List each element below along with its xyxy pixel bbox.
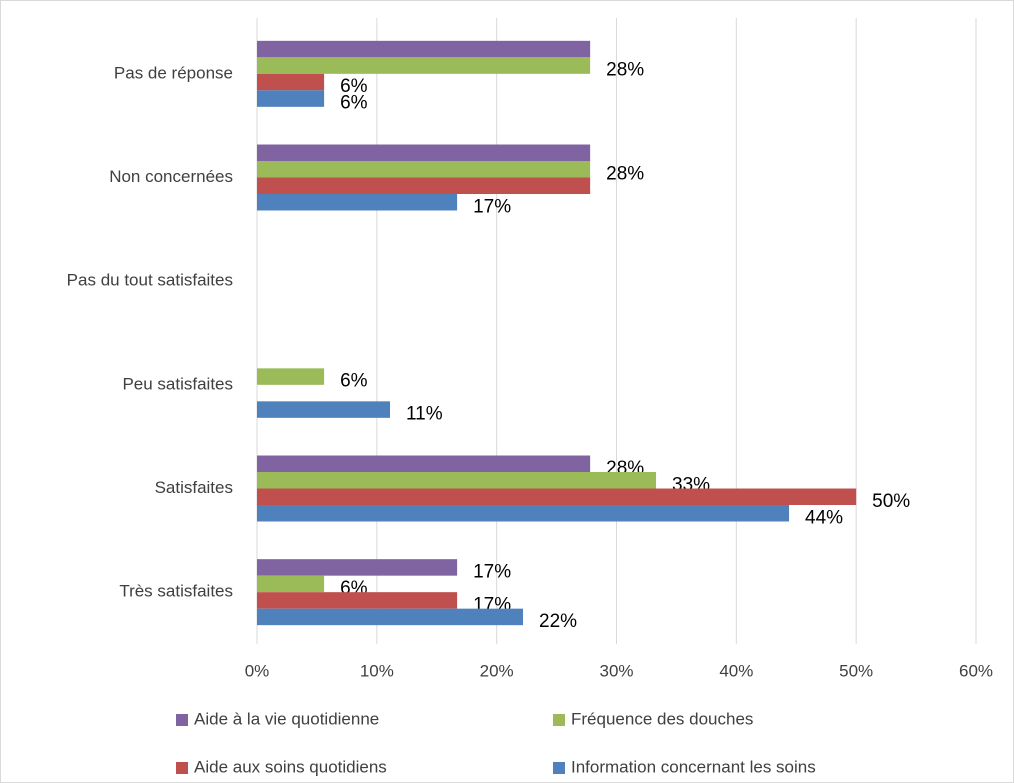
bar: [257, 505, 790, 522]
data-label: 44%: [805, 507, 843, 528]
data-label: 11%: [406, 404, 443, 425]
legend-label: Information concernant les soins: [571, 757, 816, 776]
category-label: Très satisfaites: [119, 582, 233, 601]
bar: [257, 368, 325, 385]
legend-swatch: [176, 714, 188, 726]
data-label: 50%: [872, 491, 910, 512]
legend-swatch: [176, 762, 188, 774]
data-label: 28%: [606, 163, 644, 184]
bar: [257, 194, 458, 211]
x-tick-label: 40%: [719, 661, 753, 680]
legend-swatch: [553, 714, 565, 726]
x-tick-label: 0%: [245, 661, 270, 680]
bar: [257, 472, 657, 489]
data-label: 17%: [473, 196, 511, 217]
x-tick-label: 20%: [480, 661, 514, 680]
data-label: 22%: [539, 611, 577, 632]
bar: [257, 161, 591, 178]
x-tick-label: 30%: [599, 661, 633, 680]
category-label: Peu satisfaites: [122, 374, 233, 393]
category-label: Non concernées: [109, 167, 233, 186]
bar: [257, 177, 591, 194]
bar: [257, 559, 458, 576]
bar: [257, 144, 591, 161]
x-tick-label: 60%: [959, 661, 993, 680]
data-label: 17%: [473, 561, 511, 582]
legend-label: Fréquence des douches: [571, 709, 753, 728]
bar: [257, 57, 591, 74]
category-label: Satisfaites: [155, 478, 233, 497]
legend-label: Aide à la vie quotidienne: [194, 709, 379, 728]
legend-label: Aide aux soins quotidiens: [194, 757, 387, 776]
data-label: 6%: [340, 76, 368, 97]
bar: [257, 608, 524, 626]
data-label: 6%: [340, 371, 368, 392]
bar: [257, 575, 325, 593]
category-label: Pas du tout satisfaites: [67, 271, 233, 290]
bar: [257, 488, 857, 505]
category-label: Pas de réponse: [114, 63, 233, 82]
x-tick-label: 10%: [360, 661, 394, 680]
bar: [257, 401, 391, 418]
legend-swatch: [553, 762, 565, 774]
bar: [257, 73, 325, 91]
bar: [257, 40, 591, 58]
bar: [257, 90, 325, 107]
bar: [257, 455, 591, 472]
x-tick-label: 50%: [839, 661, 873, 680]
data-label: 6%: [340, 93, 368, 114]
bar: [257, 592, 458, 609]
data-label: 28%: [606, 60, 644, 81]
